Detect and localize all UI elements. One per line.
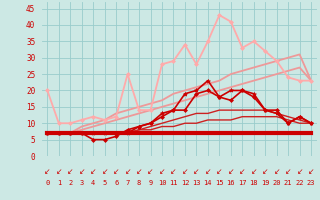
Text: ↙: ↙ (113, 167, 119, 176)
Text: 5: 5 (102, 180, 107, 186)
Text: 19: 19 (261, 180, 269, 186)
Text: 0: 0 (45, 180, 50, 186)
Text: 9: 9 (148, 180, 153, 186)
Text: 20: 20 (272, 180, 281, 186)
Text: ↙: ↙ (274, 167, 280, 176)
Text: 10: 10 (158, 180, 166, 186)
Text: 15: 15 (215, 180, 224, 186)
Text: 16: 16 (227, 180, 235, 186)
Text: 11: 11 (169, 180, 178, 186)
Text: ↙: ↙ (56, 167, 62, 176)
Text: ↙: ↙ (78, 167, 85, 176)
Text: ↙: ↙ (159, 167, 165, 176)
Text: ↙: ↙ (136, 167, 142, 176)
Text: ↙: ↙ (147, 167, 154, 176)
Text: 2: 2 (68, 180, 72, 186)
Text: ↙: ↙ (170, 167, 177, 176)
Text: 7: 7 (125, 180, 130, 186)
Text: 6: 6 (114, 180, 118, 186)
Text: 14: 14 (204, 180, 212, 186)
Text: 22: 22 (295, 180, 304, 186)
Text: ↙: ↙ (90, 167, 96, 176)
Text: 21: 21 (284, 180, 292, 186)
Text: ↙: ↙ (216, 167, 222, 176)
Text: ↙: ↙ (308, 167, 314, 176)
Text: ↙: ↙ (262, 167, 268, 176)
Text: ↙: ↙ (101, 167, 108, 176)
Text: 12: 12 (181, 180, 189, 186)
Text: 13: 13 (192, 180, 201, 186)
Text: 1: 1 (57, 180, 61, 186)
Text: ↙: ↙ (228, 167, 234, 176)
Text: ↙: ↙ (67, 167, 74, 176)
Text: ↙: ↙ (205, 167, 211, 176)
Text: 17: 17 (238, 180, 246, 186)
Text: ↙: ↙ (285, 167, 291, 176)
Text: 4: 4 (91, 180, 95, 186)
Text: ↙: ↙ (251, 167, 257, 176)
Text: ↙: ↙ (182, 167, 188, 176)
Text: 8: 8 (137, 180, 141, 186)
Text: 18: 18 (250, 180, 258, 186)
Text: ↙: ↙ (44, 167, 51, 176)
Text: ↙: ↙ (124, 167, 131, 176)
Text: 3: 3 (80, 180, 84, 186)
Text: ↙: ↙ (296, 167, 303, 176)
Text: 23: 23 (307, 180, 315, 186)
Text: ↙: ↙ (193, 167, 200, 176)
Text: ↙: ↙ (239, 167, 245, 176)
